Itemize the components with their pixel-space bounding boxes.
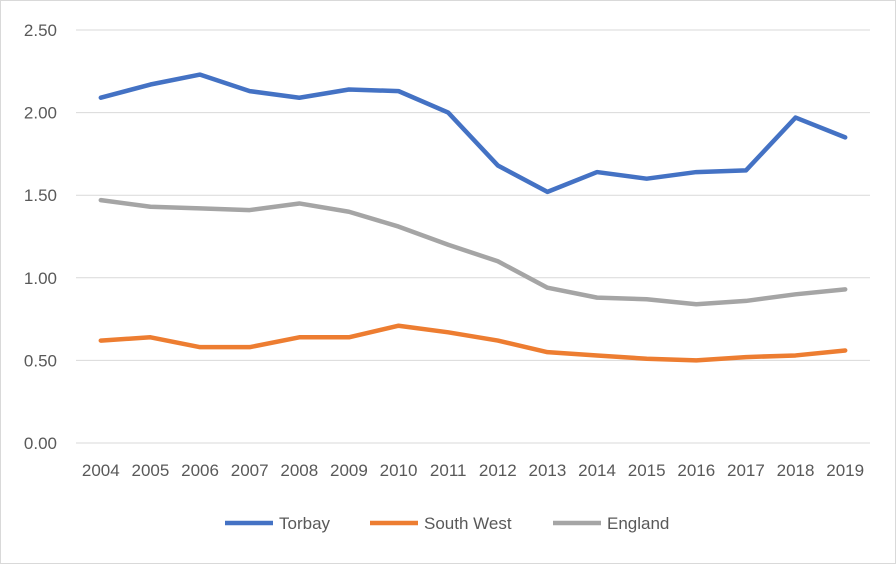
x-tick-label: 2013 [529,461,567,480]
x-tick-label: 2016 [677,461,715,480]
x-tick-label: 2004 [82,461,120,480]
x-tick-label: 2008 [280,461,318,480]
x-tick-label: 2011 [430,461,467,480]
x-tick-label: 2014 [578,461,616,480]
y-tick-label: 0.00 [24,434,57,453]
legend-label: South West [424,514,512,533]
x-tick-label: 2012 [479,461,517,480]
y-tick-label: 2.00 [24,104,57,123]
x-tick-label: 2015 [628,461,666,480]
x-tick-label: 2010 [380,461,418,480]
y-tick-label: 0.50 [24,351,57,370]
y-tick-label: 2.50 [24,21,57,40]
y-tick-label: 1.00 [24,269,57,288]
x-tick-label: 2006 [181,461,219,480]
legend-label: England [607,514,669,533]
x-tick-label: 2009 [330,461,368,480]
y-tick-label: 1.50 [24,186,57,205]
x-tick-label: 2019 [826,461,864,480]
legend-label: Torbay [279,514,331,533]
x-tick-label: 2018 [777,461,815,480]
x-tick-label: 2017 [727,461,765,480]
x-tick-label: 2007 [231,461,269,480]
series-line-england [98,197,848,307]
series-line-south-west [98,323,848,363]
x-tick-label: 2005 [132,461,170,480]
series-line-torbay [98,72,848,195]
